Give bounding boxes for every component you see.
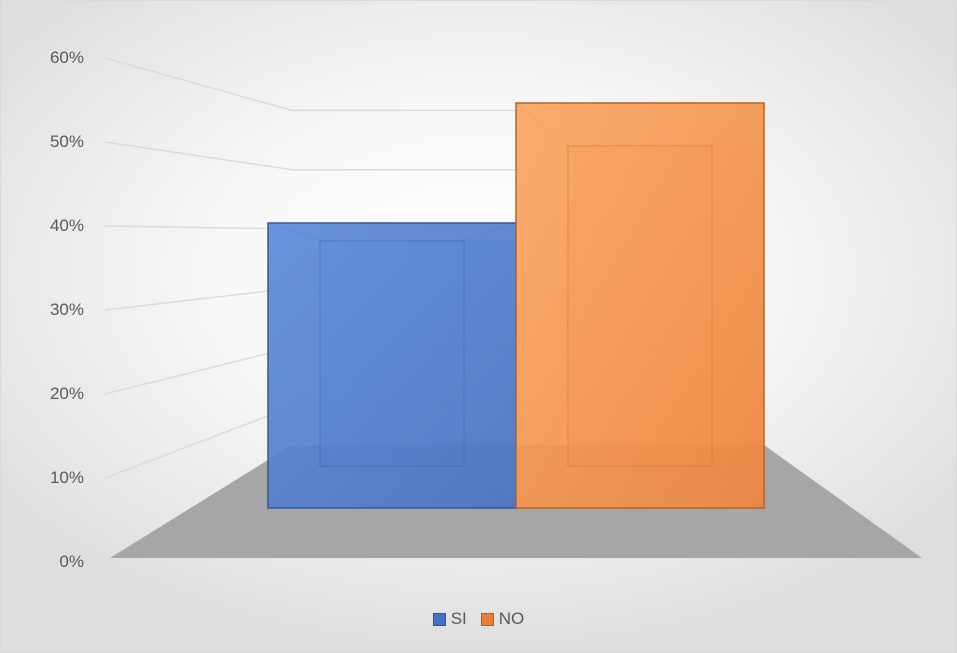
bar-inner-outline <box>319 240 465 467</box>
bar-si <box>267 222 517 509</box>
bar-no <box>515 102 765 509</box>
y-tick-label: 60% <box>50 48 84 67</box>
bar-inner-outline <box>567 145 713 467</box>
y-tick-label: 50% <box>50 132 84 151</box>
y-tick-label: 10% <box>50 468 84 487</box>
y-tick-label: 40% <box>50 216 84 235</box>
legend-item-si: SI <box>432 609 467 629</box>
bars <box>267 102 765 509</box>
legend-label: SI <box>450 609 467 628</box>
y-tick-label: 30% <box>50 300 84 319</box>
legend-label: NO <box>498 609 525 628</box>
legend-item-no: NO <box>480 609 525 629</box>
y-axis-tick-labels: 0% 10% 20% 30% 40% 50% 60% <box>50 48 84 571</box>
legend-swatch <box>432 612 446 626</box>
bar-front-face <box>515 102 765 509</box>
bar-front-face <box>267 222 517 509</box>
legend-swatch <box>480 612 494 626</box>
y-tick-label: 20% <box>50 384 84 403</box>
legend: SI NO <box>0 609 957 629</box>
y-tick-label: 0% <box>59 552 84 571</box>
